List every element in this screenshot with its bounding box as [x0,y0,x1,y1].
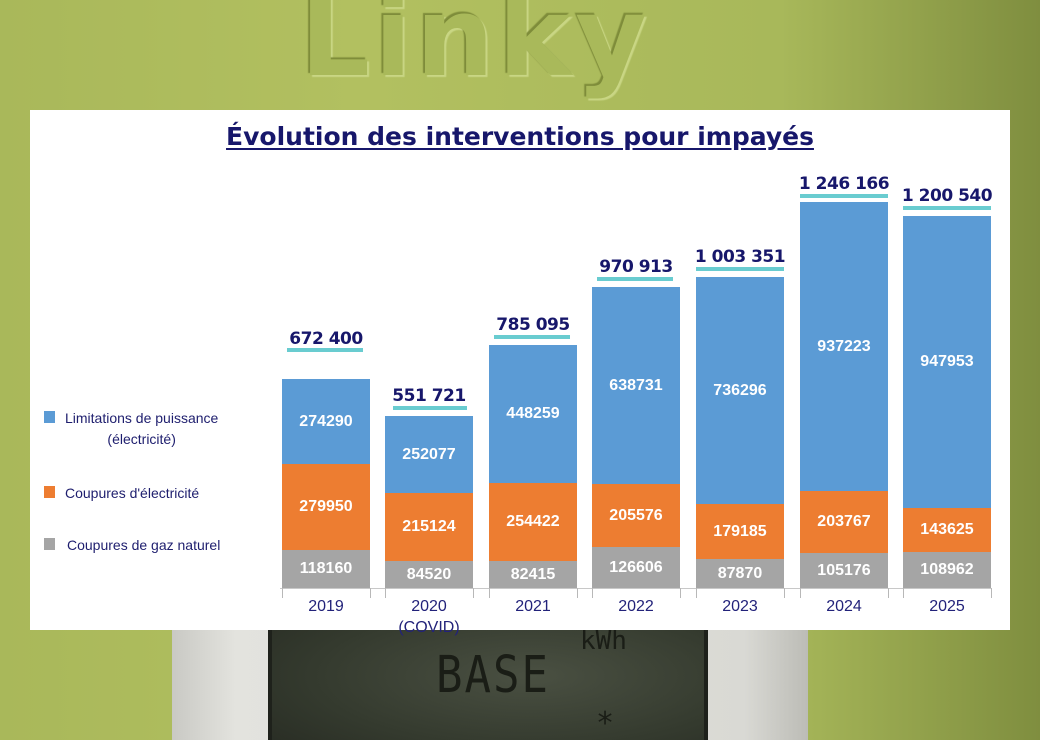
x-label-year: 2019 [308,598,344,615]
legend-label: Coupures d'électricité [65,485,200,501]
segment-coupures-gaz: 118160 [282,550,370,588]
x-axis-tick [696,588,697,598]
segment-coupures-gaz: 108962 [903,552,991,588]
total-underline [903,206,991,210]
total-underline [287,348,363,352]
segment-limitations: 448259 [489,345,577,483]
total-label: 551 721 [392,386,466,406]
segment-coupures-elec: 215124 [385,493,473,561]
segment-coupures-elec: 254422 [489,483,577,561]
legend-label: Coupures de gaz naturel [67,537,221,553]
segment-limitations: 252077 [385,416,473,493]
legend-item-coupures-elec: Coupures d'électricité [44,483,199,504]
x-axis-label-2021: 2021 [481,596,585,617]
segment-limitations: 937223 [800,202,888,491]
segment-coupures-elec: 279950 [282,464,370,550]
x-label-year: 2022 [618,598,654,615]
segment-coupures-gaz: 87870 [696,559,784,588]
plot-area: 672 400 274290 279950 118160 551 721 252… [30,110,1010,636]
total-underline [494,335,570,339]
legend-label-line1: Limitations de puissance [65,410,219,426]
legend-swatch-gray [44,538,55,550]
x-axis-tick [680,588,681,598]
x-label-year: 2021 [515,598,551,615]
x-axis-label-2022: 2022 [584,596,688,617]
total-underline [800,194,888,198]
segment-coupures-gaz: 84520 [385,561,473,588]
segment-coupures-elec: 143625 [903,508,991,552]
x-axis-label-2024: 2024 [792,596,896,617]
segment-coupures-gaz: 105176 [800,553,888,588]
x-axis-line [280,588,992,589]
total-label: 1 003 351 [694,247,786,267]
bar-2020: 551 721 252077 215124 84520 [385,386,473,588]
lcd-unit: kWh [580,626,627,656]
x-axis-label-2025: 2025 [895,596,999,617]
total-underline [393,406,467,410]
total-label: 970 913 [599,257,673,277]
x-axis-tick [489,588,490,598]
x-axis-tick [577,588,578,598]
segment-limitations: 947953 [903,216,991,508]
total-underline [696,267,784,271]
segment-coupures-elec: 205576 [592,484,680,547]
x-label-sublabel: (COVID) [398,619,460,636]
x-label-year: 2023 [722,598,758,615]
segment-coupures-elec: 179185 [696,504,784,559]
bar-2023: 1 003 351 736296 179185 87870 [695,247,786,588]
bar-2025: 1 200 540 947953 143625 108962 [902,186,993,588]
total-label: 1 246 166 [798,174,890,194]
x-axis-label-2023: 2023 [688,596,792,617]
legend-label: Limitations de puissance (électricité) [65,408,218,450]
segment-coupures-gaz: 126606 [592,547,680,588]
total-label: 1 200 540 [901,186,993,206]
total-label: 785 095 [496,315,570,335]
segment-coupures-gaz: 82415 [489,561,577,588]
legend-swatch-orange [44,486,55,498]
x-axis-label-2019: 2019 [274,596,378,617]
lcd-tariff-text: BASE [436,646,550,705]
x-axis-label-2020: 2020 (COVID) [377,596,481,638]
x-axis-tick [385,588,386,598]
x-axis-tick [991,588,992,598]
x-label-year: 2024 [826,598,862,615]
chart-panel: Évolution des interventions pour impayés… [30,110,1010,636]
x-axis-tick [800,588,801,598]
x-label-year: 2025 [929,598,965,615]
total-label: 672 400 [289,329,363,349]
bar-2022: 970 913 638731 205576 126606 [592,257,680,588]
legend-item-coupures-gaz: Coupures de gaz naturel [44,535,220,556]
x-axis-tick [592,588,593,598]
x-axis-tick [370,588,371,598]
x-axis-tick [473,588,474,598]
legend-swatch-blue [44,411,55,423]
total-underline [597,277,673,281]
chart-title: Évolution des interventions pour impayés [226,122,814,151]
meter-lcd-screen [268,620,708,740]
segment-limitations: 736296 [696,277,784,504]
bar-2021: 785 095 448259 254422 82415 [489,315,577,588]
bar-2024: 1 246 166 937223 203767 105176 [799,174,890,588]
legend-label-line2: (électricité) [107,431,176,447]
x-label-year: 2020 [411,598,447,615]
segment-limitations: 274290 [282,379,370,464]
legend-item-limitations: Limitations de puissance (électricité) [44,408,218,450]
x-axis-tick [784,588,785,598]
segment-coupures-elec: 203767 [800,491,888,553]
x-axis-tick [282,588,283,598]
lcd-symbol: * [596,706,615,740]
segment-limitations: 638731 [592,287,680,484]
x-axis-tick [903,588,904,598]
bar-2019: 672 400 274290 279950 118160 [282,329,370,588]
linky-logo: Linky [300,0,651,101]
x-axis-tick [888,588,889,598]
